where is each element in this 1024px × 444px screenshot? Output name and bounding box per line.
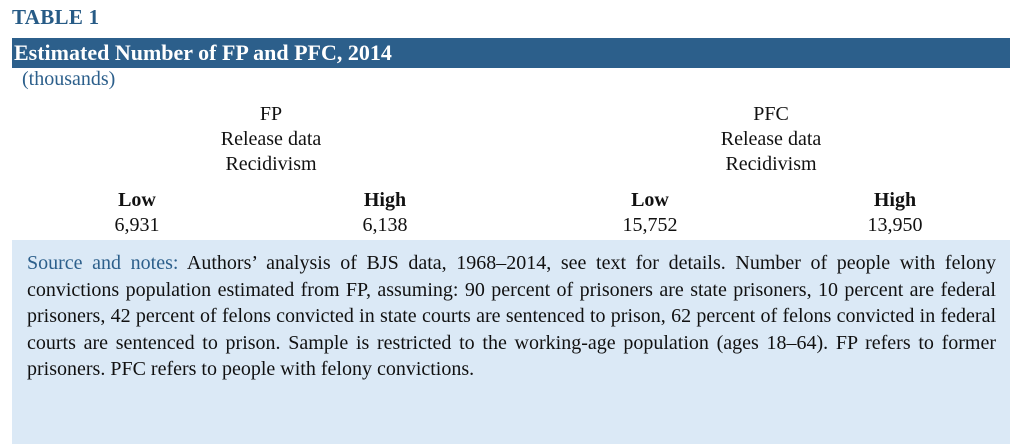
notes-box — [12, 240, 1010, 444]
cell-fp-low: 6,931 — [114, 214, 160, 236]
group-name: FP — [259, 103, 283, 125]
group-source: Release data — [720, 128, 822, 150]
group-name: PFC — [753, 103, 789, 125]
cell-pfc-high: 13,950 — [867, 214, 923, 236]
group-header-fp: FP Release data Recidivism — [106, 102, 436, 177]
notes-body: Authors’ analysis of BJS data, 1968–2014… — [27, 252, 996, 381]
group-source: Release data — [220, 128, 322, 150]
column-header-pfc-high: High — [873, 189, 917, 211]
column-header-fp-high: High — [363, 189, 407, 211]
notes-lead: Source and notes: — [27, 252, 179, 274]
column-header-fp-low: Low — [118, 189, 156, 211]
table-label: TABLE 1 — [12, 5, 100, 29]
cell-fp-high: 6,138 — [362, 214, 408, 236]
group-header-pfc: PFC Release data Recidivism — [606, 102, 936, 177]
cell-pfc-low: 15,752 — [622, 214, 678, 236]
table-title: Estimated Number of FP and PFC, 2014 — [14, 40, 392, 65]
group-method: Recidivism — [225, 153, 317, 175]
title-bar — [12, 38, 1010, 68]
notes-text: Source and notes: Authors’ analysis of B… — [27, 250, 996, 383]
group-method: Recidivism — [725, 153, 817, 175]
units-label: (thousands) — [22, 68, 116, 90]
column-header-pfc-low: Low — [631, 189, 669, 211]
